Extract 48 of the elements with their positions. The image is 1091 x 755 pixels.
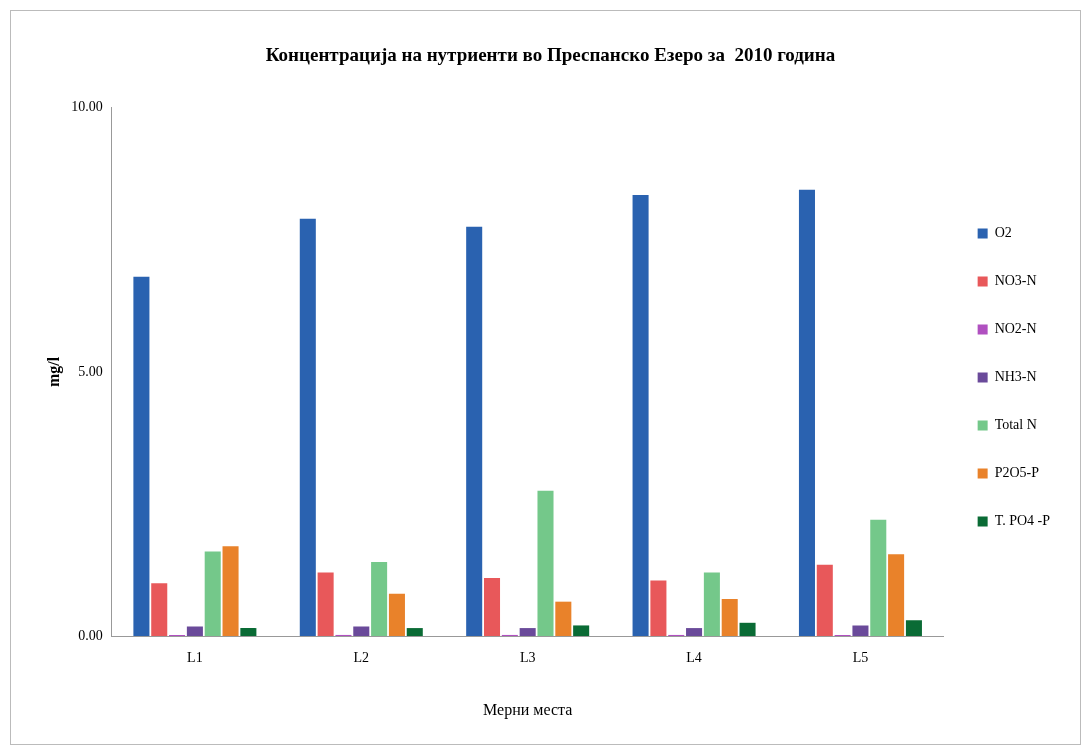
chart-title: Концентрација на нутриенти во Преспанско Езеро за 2010 година: [265, 44, 836, 66]
legend-label: Total N: [994, 417, 1037, 433]
bar: [222, 546, 239, 636]
bar: [703, 572, 720, 636]
x-tick-label: L1: [187, 650, 203, 666]
bar: [816, 564, 833, 636]
bar: [186, 626, 203, 636]
bar: [650, 580, 667, 636]
bar: [632, 194, 649, 636]
bar: [299, 218, 316, 636]
bar: [739, 622, 756, 636]
x-tick-label: L3: [519, 650, 536, 666]
legend-label: NO3-N: [994, 273, 1037, 289]
bar: [888, 554, 905, 636]
legend-label: O2: [994, 225, 1012, 241]
x-tick-label: L2: [353, 650, 370, 666]
legend-label: P2O5-P: [994, 465, 1040, 481]
bar: [721, 599, 738, 636]
bar: [204, 551, 221, 636]
bar: [852, 625, 869, 636]
bar: [466, 226, 483, 636]
bar: [240, 628, 257, 636]
bar: [573, 625, 590, 636]
x-tick-label: L4: [686, 650, 702, 666]
bar: [905, 620, 922, 636]
bar: [870, 519, 887, 636]
bar: [483, 577, 501, 636]
legend-label: NO2-N: [994, 321, 1037, 337]
bar: [519, 628, 536, 636]
bar: [371, 562, 388, 636]
bar: [537, 490, 554, 636]
legend-label: NH3-N: [994, 369, 1037, 385]
x-tick-label: L5: [852, 650, 869, 666]
bar: [406, 628, 423, 636]
bar: [555, 601, 572, 636]
bar: [133, 276, 150, 636]
bar: [151, 583, 168, 636]
y-tick-label: 10.00: [71, 99, 103, 115]
x-axis-title: Мерни места: [483, 700, 573, 719]
y-tick-label: 5.00: [78, 363, 103, 379]
bar: [317, 572, 334, 636]
y-tick-label: 0.00: [78, 627, 103, 643]
bar: [798, 189, 815, 636]
bar: [353, 626, 370, 636]
y-axis-title: mg/l: [44, 356, 63, 388]
legend-label: T. PO4 -P: [994, 513, 1051, 529]
bar: [686, 628, 703, 636]
bar: [388, 593, 405, 636]
